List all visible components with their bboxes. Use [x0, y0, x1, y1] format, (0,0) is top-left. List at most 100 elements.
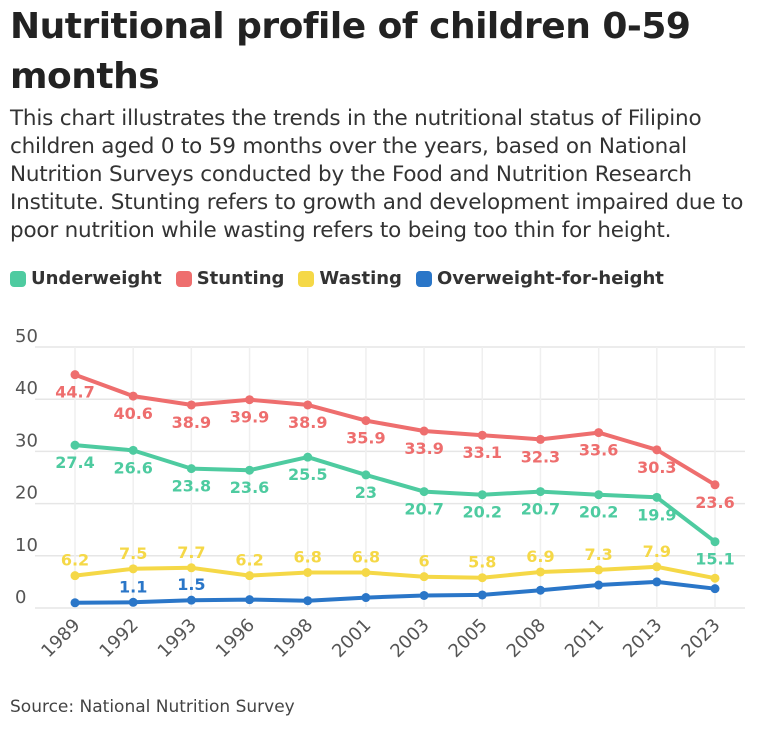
- point-wasting: [128, 564, 138, 574]
- point-overweight-for-height: [361, 593, 371, 603]
- legend-swatch-wasting: [298, 270, 315, 287]
- point-overweight-for-height: [303, 596, 313, 606]
- legend-label-underweight: Underweight: [31, 268, 162, 289]
- chart-title: Nutritional profile of children 0-59 mon…: [10, 6, 691, 97]
- data-label-wasting: 7.9: [643, 542, 671, 561]
- point-stunting: [710, 480, 720, 490]
- point-overweight-for-height: [186, 595, 196, 605]
- point-stunting: [186, 400, 196, 410]
- x-tick-label: 2003: [386, 615, 433, 662]
- data-label-wasting: 6.9: [526, 547, 554, 566]
- y-tick-label: 30: [15, 430, 38, 451]
- line-chart: 0 10 20 30 40 50 27.4 26.6 23.8 23.6 25.5 23 20.7 20.…: [15, 326, 745, 662]
- point-stunting: [128, 391, 138, 401]
- point-wasting: [594, 565, 604, 575]
- point-underweight: [70, 440, 80, 450]
- point-overweight-for-height: [245, 595, 255, 605]
- point-underweight: [652, 492, 662, 502]
- point-wasting: [477, 573, 487, 583]
- point-underweight: [535, 487, 545, 497]
- point-wasting: [303, 568, 313, 578]
- data-label-underweight: 15.1: [695, 550, 734, 569]
- data-label-stunting: 33.1: [463, 443, 502, 462]
- data-label-stunting: 23.6: [695, 493, 734, 512]
- x-tick-label: 1996: [212, 615, 259, 662]
- point-underweight: [419, 487, 429, 497]
- x-tick-label: 2023: [677, 615, 724, 662]
- x-tick-label: 1989: [37, 615, 84, 662]
- point-stunting: [652, 445, 662, 455]
- point-stunting: [303, 400, 313, 410]
- point-wasting: [245, 571, 255, 581]
- legend-swatch-overweight: [415, 270, 432, 287]
- y-tick-label: 10: [15, 535, 38, 556]
- data-label-wasting: 7.7: [177, 543, 205, 562]
- data-label-stunting: 33.6: [579, 441, 618, 460]
- data-label-stunting: 33.9: [404, 439, 443, 458]
- point-underweight: [186, 464, 196, 474]
- point-overweight-for-height: [477, 590, 487, 600]
- data-label-underweight: 23.8: [172, 477, 211, 496]
- data-label-stunting: 30.3: [637, 458, 676, 477]
- x-tick-label: 1993: [154, 615, 201, 662]
- legend-label-stunting: Stunting: [196, 268, 285, 289]
- point-wasting: [710, 573, 720, 583]
- legend: Underweight Stunting Wasting Overweight-…: [10, 268, 664, 289]
- point-underweight: [594, 490, 604, 500]
- x-tick-label: 1998: [270, 615, 317, 662]
- data-label-underweight: 25.5: [288, 465, 327, 484]
- point-overweight-for-height: [128, 597, 138, 607]
- x-tick-label: 2008: [503, 615, 550, 662]
- legend-swatch-stunting: [175, 270, 192, 287]
- point-underweight: [710, 537, 720, 547]
- point-wasting: [186, 563, 196, 573]
- data-label-stunting: 38.9: [172, 413, 211, 432]
- data-label-underweight: 20.7: [521, 500, 560, 519]
- data-label-stunting: 38.9: [288, 413, 327, 432]
- point-wasting: [419, 572, 429, 582]
- point-stunting: [245, 395, 255, 405]
- data-label-underweight: 20.7: [404, 500, 443, 519]
- x-tick-label: 2011: [561, 615, 608, 662]
- point-stunting: [70, 370, 80, 380]
- point-overweight-for-height: [710, 584, 720, 594]
- legend-item-wasting: Wasting: [298, 268, 402, 289]
- y-tick-label: 20: [15, 483, 38, 504]
- data-label-stunting: 40.6: [113, 404, 152, 423]
- x-tick-label: 2005: [445, 615, 492, 662]
- point-wasting: [70, 571, 80, 581]
- legend-item-underweight: Underweight: [10, 268, 162, 289]
- data-label-overweight-for-height: 1.5: [177, 575, 205, 594]
- data-label-wasting: 6.8: [294, 548, 322, 567]
- y-tick-label: 40: [15, 378, 38, 399]
- data-label-wasting: 6.2: [61, 551, 89, 570]
- data-label-wasting: 6.8: [352, 548, 380, 567]
- point-underweight: [245, 465, 255, 475]
- point-wasting: [652, 562, 662, 572]
- x-tick-label: 2001: [328, 615, 375, 662]
- data-label-wasting: 5.8: [468, 553, 496, 572]
- y-tick-label: 50: [15, 326, 38, 347]
- data-label-stunting: 39.9: [230, 408, 269, 427]
- point-overweight-for-height: [419, 590, 429, 600]
- data-label-underweight: 26.6: [113, 458, 152, 477]
- chart-subtitle: This chart illustrates the trends in the…: [10, 106, 744, 243]
- data-label-underweight: 27.4: [55, 453, 94, 472]
- data-label-stunting: 32.3: [521, 447, 560, 466]
- point-wasting: [535, 567, 545, 577]
- series-line-underweight: [73, 443, 717, 544]
- legend-item-overweight: Overweight-for-height: [415, 268, 664, 289]
- legend-item-stunting: Stunting: [175, 268, 285, 289]
- data-label-underweight: 20.2: [463, 503, 502, 522]
- series-line-wasting: [73, 564, 717, 581]
- point-overweight-for-height: [535, 585, 545, 595]
- point-wasting: [361, 568, 371, 578]
- point-underweight: [303, 452, 313, 462]
- x-tick-label: 1992: [95, 615, 142, 662]
- point-stunting: [477, 430, 487, 440]
- point-underweight: [477, 490, 487, 500]
- point-overweight-for-height: [652, 577, 662, 587]
- legend-label-overweight: Overweight-for-height: [436, 268, 664, 289]
- data-label-wasting: 7.5: [119, 544, 147, 563]
- legend-label-wasting: Wasting: [319, 268, 402, 289]
